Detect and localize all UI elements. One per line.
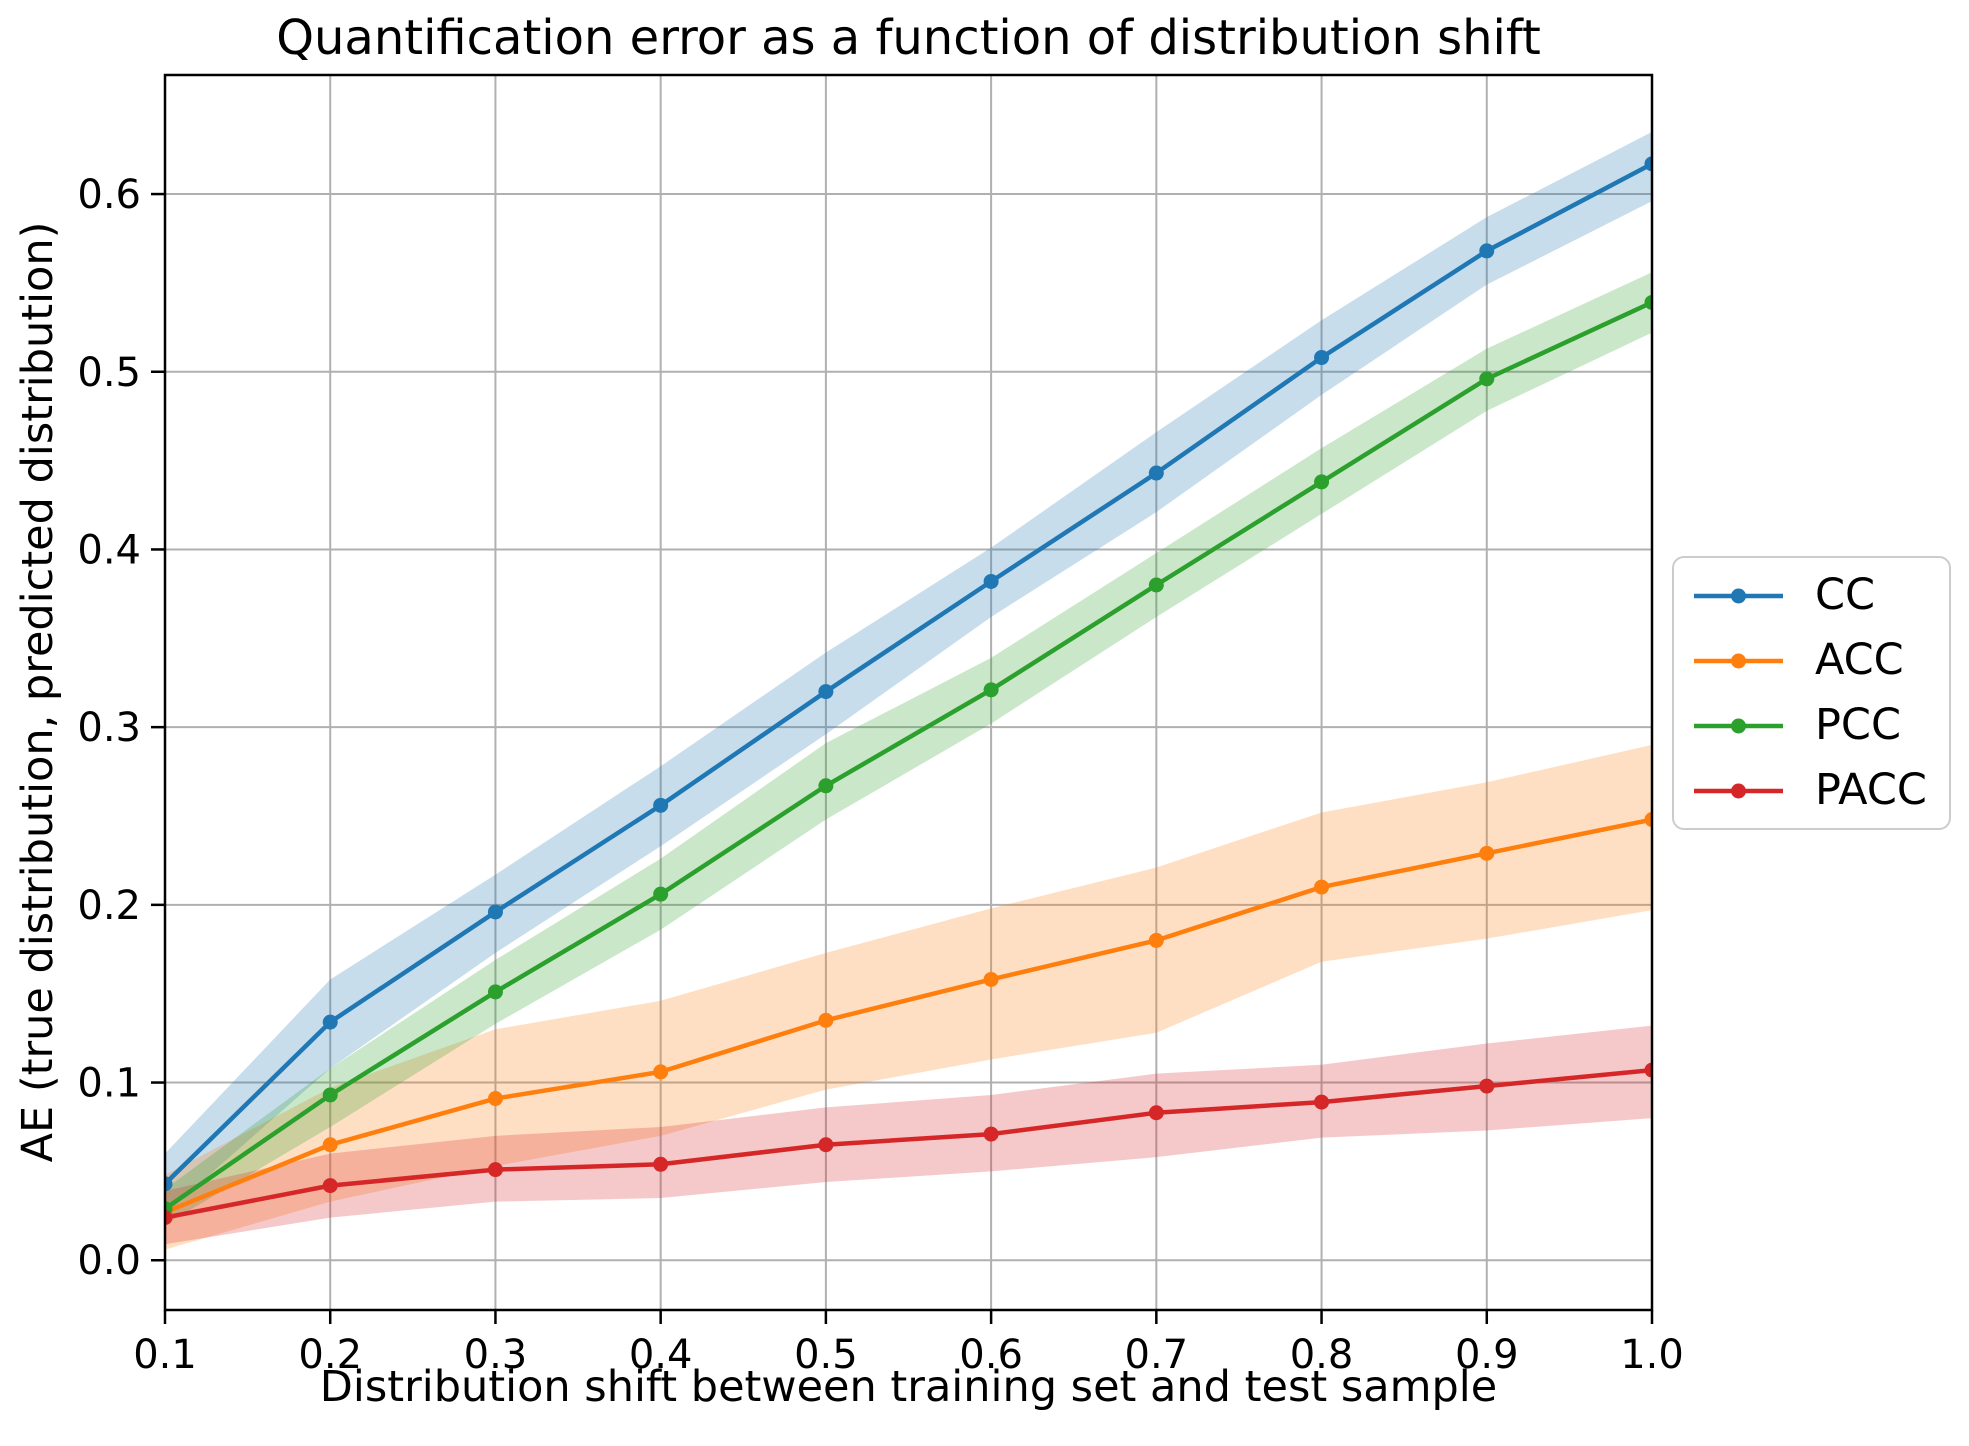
legend-item-pacc: PACC xyxy=(1692,758,1927,823)
legend-item-acc: ACC xyxy=(1692,628,1927,693)
legend-item-cc: CC xyxy=(1692,563,1927,628)
legend-line-acc xyxy=(1694,653,1783,668)
line-pcc xyxy=(165,300,1652,1211)
tick-marks xyxy=(151,192,1654,1324)
svg-text:0.0: 0.0 xyxy=(77,1238,141,1284)
band-acc xyxy=(165,744,1652,1250)
svg-text:0.4: 0.4 xyxy=(77,527,141,573)
axes-spines xyxy=(163,73,1654,1312)
line-pacc xyxy=(165,1067,1652,1220)
series-lines xyxy=(165,156,1652,1226)
band-pacc xyxy=(165,1025,1652,1245)
x-axis-label: Distribution shift between training set … xyxy=(319,1362,1498,1412)
svg-text:1.0: 1.0 xyxy=(1620,1332,1684,1378)
markers-pacc xyxy=(165,1062,1652,1226)
markers-acc xyxy=(165,812,1652,1220)
svg-text:0.2: 0.2 xyxy=(298,1332,362,1378)
x-tick-labels: 0.1 0.2 0.3 0.4 0.5 0.6 0.7 0.8 0.9 1.0 xyxy=(133,1332,1684,1378)
svg-text:0.6: 0.6 xyxy=(77,172,141,218)
legend-label-pcc: PCC xyxy=(1815,700,1901,750)
svg-text:0.4: 0.4 xyxy=(629,1332,693,1378)
markers-cc xyxy=(165,156,1652,1192)
legend-label-acc: ACC xyxy=(1815,635,1904,685)
y-tick-labels: 0.0 0.1 0.2 0.3 0.4 0.5 0.6 xyxy=(77,172,141,1284)
svg-text:0.5: 0.5 xyxy=(77,350,141,396)
svg-text:0.2: 0.2 xyxy=(77,883,141,929)
svg-text:0.9: 0.9 xyxy=(1455,1332,1519,1378)
legend-line-cc xyxy=(1694,588,1783,603)
legend: CC ACC PCC PACC xyxy=(1672,556,1951,830)
legend-label-cc: CC xyxy=(1815,570,1876,620)
y-axis-label: AE (true distribution, predicted distrib… xyxy=(13,221,63,1163)
svg-text:0.8: 0.8 xyxy=(1290,1332,1354,1378)
band-pcc xyxy=(165,272,1652,1225)
legend-item-pcc: PCC xyxy=(1692,693,1927,758)
line-cc xyxy=(165,161,1652,1186)
legend-line-pacc xyxy=(1694,783,1783,798)
chart-title: Quantification error as a function of di… xyxy=(276,10,1541,66)
svg-text:0.6: 0.6 xyxy=(959,1332,1023,1378)
svg-text:0.5: 0.5 xyxy=(794,1332,858,1378)
svg-text:0.1: 0.1 xyxy=(133,1332,197,1378)
svg-text:0.3: 0.3 xyxy=(77,705,141,751)
line-acc xyxy=(165,817,1652,1215)
svg-text:0.3: 0.3 xyxy=(464,1332,528,1378)
band-cc xyxy=(165,131,1652,1215)
svg-text:0.7: 0.7 xyxy=(1125,1332,1189,1378)
legend-label-pacc: PACC xyxy=(1815,765,1927,815)
confidence-bands xyxy=(165,131,1652,1250)
svg-text:0.1: 0.1 xyxy=(77,1061,141,1107)
markers-pcc xyxy=(165,294,1652,1217)
legend-line-pcc xyxy=(1694,718,1783,733)
